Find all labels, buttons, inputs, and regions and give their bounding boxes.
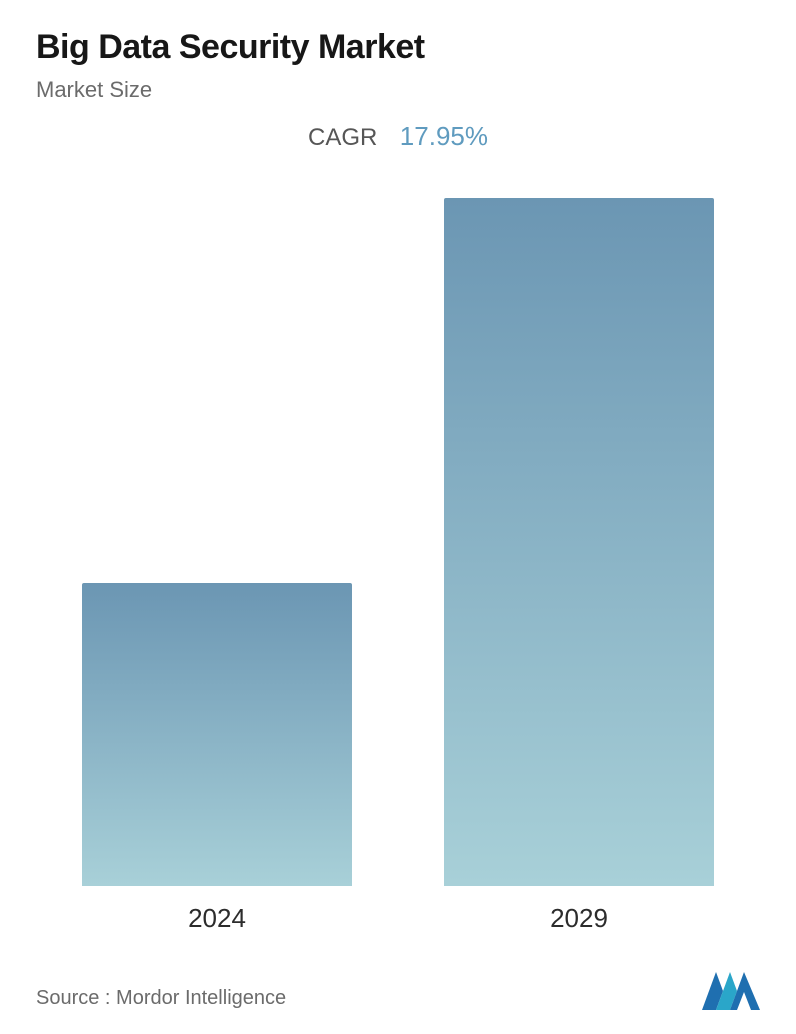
page-subtitle: Market Size bbox=[36, 77, 760, 103]
cagr-row: CAGR 17.95% bbox=[36, 121, 760, 152]
bar-2024 bbox=[82, 583, 352, 886]
bar-container bbox=[36, 198, 760, 886]
chart-frame: Big Data Security Market Market Size CAG… bbox=[0, 0, 796, 1034]
source-text: Source : Mordor Intelligence bbox=[36, 987, 286, 1010]
chart-area bbox=[36, 198, 760, 886]
footer: Source : Mordor Intelligence bbox=[36, 972, 760, 1010]
bar-2029 bbox=[444, 198, 714, 886]
x-axis-labels: 2024 2029 bbox=[36, 903, 760, 934]
brand-logo-icon bbox=[702, 972, 760, 1010]
cagr-label: CAGR bbox=[308, 124, 377, 152]
bar-label-2029: 2029 bbox=[444, 903, 714, 934]
page-title: Big Data Security Market bbox=[36, 28, 760, 67]
bar-label-2024: 2024 bbox=[82, 903, 352, 934]
cagr-value: 17.95% bbox=[400, 121, 488, 152]
